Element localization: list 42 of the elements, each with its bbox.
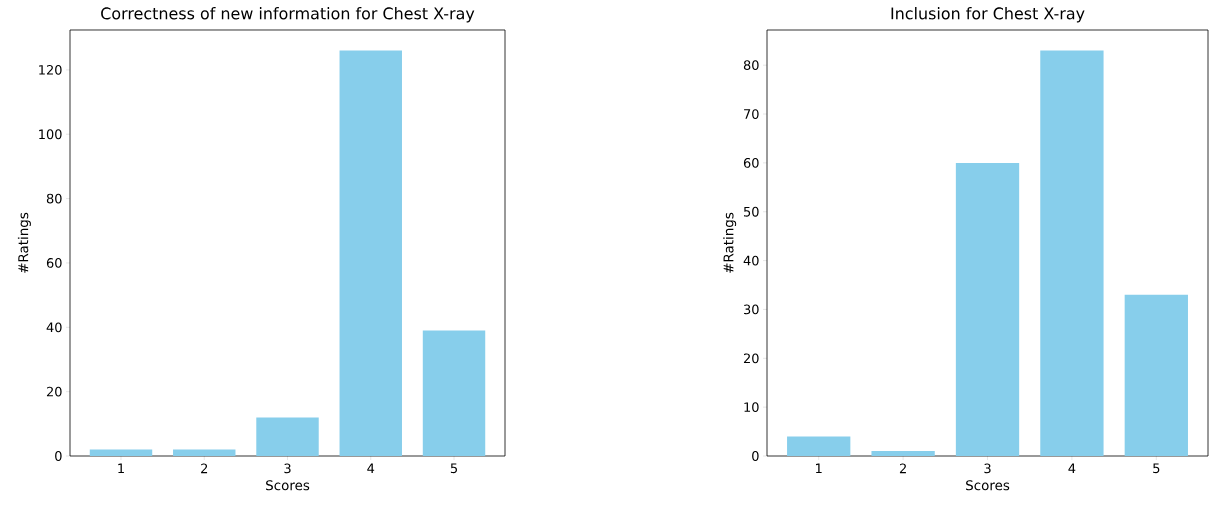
y-tick-label: 80 xyxy=(743,60,759,71)
bar xyxy=(955,162,1020,456)
y-tick-label: 30 xyxy=(743,304,759,315)
bar xyxy=(871,451,935,456)
y-axis-title: #Ratings xyxy=(17,212,31,273)
chart-title: Correctness of new information for Chest X-ray xyxy=(101,7,475,23)
x-axis-title: Scores xyxy=(266,480,310,491)
y-axis-title: #Ratings xyxy=(723,212,737,273)
y-tick-label: 0 xyxy=(752,451,759,461)
x-tick-label: 5 xyxy=(450,463,457,474)
y-tick-label: 20 xyxy=(743,353,759,364)
bar xyxy=(1040,50,1104,456)
x-tick-label: 1 xyxy=(118,463,124,473)
x-tick-label: 5 xyxy=(1153,463,1160,474)
x-tick-label: 2 xyxy=(899,463,906,474)
y-tick-label: 60 xyxy=(743,157,759,168)
bar xyxy=(1124,294,1188,456)
y-tick-label: 60 xyxy=(46,258,62,268)
bar xyxy=(787,436,851,456)
x-tick-label: 3 xyxy=(984,463,991,474)
y-tick-label: 80 xyxy=(46,193,62,204)
x-axis-title: Scores xyxy=(966,480,1010,491)
bar xyxy=(256,417,319,456)
y-tick-label: 20 xyxy=(46,386,62,397)
bar xyxy=(173,449,236,456)
y-tick-label: 0 xyxy=(55,451,62,461)
chart-title: Inclusion for Chest X-ray xyxy=(891,7,1085,23)
y-tick-label: 10 xyxy=(744,402,759,413)
x-tick-label: 1 xyxy=(816,463,822,473)
y-tick-label: 40 xyxy=(46,322,62,333)
bar xyxy=(339,50,402,456)
x-tick-label: 2 xyxy=(201,463,208,474)
x-tick-label: 4 xyxy=(367,463,375,473)
y-tick-label: 70 xyxy=(744,109,759,119)
x-tick-label: 4 xyxy=(1068,463,1076,473)
y-tick-label: 100 xyxy=(39,129,62,140)
x-tick-label: 3 xyxy=(284,463,291,474)
y-tick-label: 50 xyxy=(744,206,759,217)
bar xyxy=(89,449,153,456)
bar xyxy=(422,330,486,456)
y-tick-label: 120 xyxy=(39,65,62,75)
y-tick-label: 40 xyxy=(743,255,759,266)
